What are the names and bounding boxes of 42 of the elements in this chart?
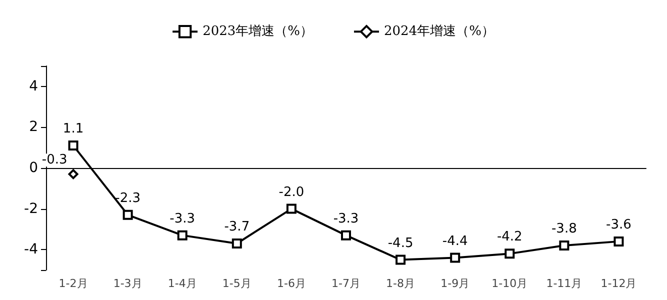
x-tick-label: 1-5月 — [222, 277, 252, 290]
x-tick-label: 1-9月 — [440, 277, 470, 290]
point — [341, 230, 351, 240]
point — [68, 169, 78, 180]
data-label: -4.4 — [442, 234, 468, 249]
legend-label: 2024年增速（%） — [384, 24, 494, 40]
x-tick-label: 1-8月 — [386, 277, 416, 290]
point — [559, 240, 570, 251]
point — [614, 236, 624, 246]
point — [286, 204, 296, 214]
point — [396, 254, 406, 265]
data-label: -3.8 — [551, 222, 577, 237]
point — [177, 230, 188, 240]
y-tick-label: 2 — [29, 119, 38, 136]
x-tick-label: 1-3月 — [113, 277, 142, 290]
point — [450, 252, 460, 263]
y-tick-label: -2 — [24, 200, 38, 217]
data-label: -0.3 — [42, 152, 68, 168]
data-label: -3.3 — [333, 211, 359, 226]
point — [68, 140, 78, 151]
data-label: -2.0 — [278, 184, 304, 200]
x-tick-label: 1-11月 — [546, 277, 582, 290]
legend-label: 2023年增速（%） — [202, 24, 313, 40]
data-label: -3.7 — [224, 219, 250, 234]
data-label: -2.3 — [115, 190, 141, 206]
x-tick-label: 1-4月 — [168, 277, 197, 290]
data-label: -4.2 — [496, 230, 522, 245]
data-label: -3.3 — [170, 211, 196, 226]
x-tick-label: 1-2月 — [58, 277, 88, 290]
point — [232, 238, 242, 248]
point — [504, 248, 515, 259]
x-tick-label: 1-12月 — [600, 277, 637, 290]
y-tick-label: 0 — [29, 160, 38, 176]
data-label: -3.6 — [606, 217, 632, 232]
x-tick-label: 1-7月 — [332, 277, 360, 290]
x-tick-label: 1-6月 — [276, 277, 306, 290]
y-tick-label: -4 — [24, 242, 38, 258]
data-label: 1.1 — [62, 122, 84, 137]
x-tick-label: 1-10月 — [492, 277, 528, 290]
point — [122, 210, 133, 220]
y-tick-label: 4 — [29, 78, 38, 94]
data-label: -4.5 — [388, 236, 414, 251]
